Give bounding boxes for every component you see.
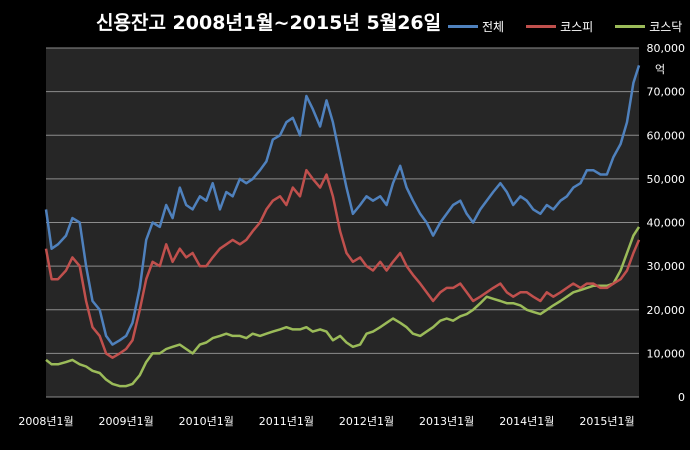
series-line-kosdaq — [45, 226, 641, 388]
y-axis-unit: 억 — [655, 63, 666, 76]
x-tick-label: 2009년1월 — [99, 415, 154, 428]
chart-title: 신용잔고 2008년1월~2015년 5월26일 — [96, 12, 442, 34]
series-line-total — [44, 65, 641, 346]
series-line-kospi — [44, 168, 641, 359]
x-tick-label: 2008년1월 — [18, 415, 73, 428]
y-tick-label: 50,000 — [647, 173, 686, 186]
series-lines — [44, 65, 641, 388]
grid-lines — [46, 47, 639, 398]
legend-label-total: 전체 — [482, 20, 505, 34]
y-tick-label: 0 — [678, 391, 685, 404]
y-tick-label: 30,000 — [647, 260, 686, 273]
x-axis-ticks: 2008년1월 2009년1월 2010년1월 2011년1월 2012년1월 2013년… — [18, 415, 634, 428]
x-tick-label: 2015년1월 — [579, 415, 634, 428]
x-tick-label: 2012년1월 — [339, 415, 394, 428]
legend-item-kospi: 코스피 — [526, 18, 593, 35]
y-tick-label: 20,000 — [647, 304, 686, 317]
y-tick-label: 80,000 — [647, 42, 686, 55]
legend: 전체 코스피 코스닥 — [448, 18, 682, 35]
y-axis-ticks: 0 10,000 20,000 30,000 40,000 50,000 60,000 70,… — [647, 42, 686, 404]
legend-item-kosdaq: 코스닥 — [615, 18, 682, 35]
y-tick-label: 70,000 — [647, 86, 686, 99]
x-tick-label: 2011년1월 — [259, 415, 314, 428]
x-tick-label: 2014년1월 — [499, 415, 554, 428]
legend-swatch-kosdaq — [615, 25, 646, 28]
y-tick-label: 60,000 — [647, 129, 686, 142]
legend-swatch-kospi — [526, 25, 557, 28]
legend-label-kosdaq: 코스닥 — [649, 20, 683, 34]
legend-item-total: 전체 — [448, 18, 504, 35]
legend-swatch-total — [448, 25, 478, 28]
x-tick-label: 2013년1월 — [419, 415, 474, 428]
legend-label-kospi: 코스피 — [560, 20, 594, 34]
y-tick-label: 10,000 — [647, 347, 686, 360]
x-tick-label: 2010년1월 — [179, 415, 234, 428]
y-tick-label: 40,000 — [647, 217, 686, 230]
